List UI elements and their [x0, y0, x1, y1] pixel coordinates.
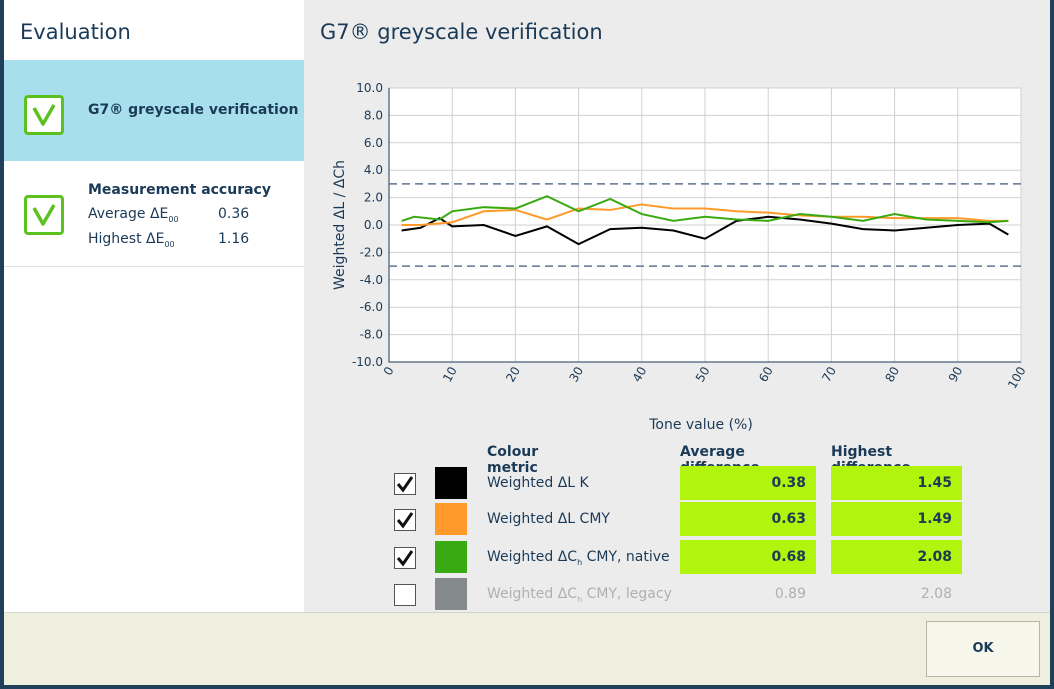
x-tick-label: 60 — [756, 364, 776, 384]
page-title: G7® greyscale verification — [320, 20, 603, 44]
table-row: Weighted ΔCh CMY, legacy 0.89 2.08 — [390, 577, 970, 611]
average-difference-value: 0.68 — [680, 540, 816, 574]
series-color-swatch — [435, 578, 467, 610]
average-de-label: Average ΔE00 — [88, 206, 179, 224]
series-line — [401, 215, 1009, 246]
y-tick-label: 8.0 — [364, 108, 383, 122]
ok-button[interactable]: OK — [926, 621, 1040, 677]
average-difference-value: 0.89 — [774, 586, 806, 602]
average-difference-value: 0.38 — [680, 466, 816, 500]
x-tick-label: 80 — [882, 364, 902, 384]
x-tick-label: 10 — [440, 364, 460, 384]
x-tick-label: 70 — [819, 364, 839, 384]
series-visibility-checkbox[interactable] — [394, 547, 416, 569]
table-row: Weighted ΔL CMY 0.63 1.49 — [390, 502, 970, 536]
highest-de-row: Highest ΔE00 1.16 — [88, 231, 249, 249]
highest-difference-value: 1.45 — [831, 466, 962, 500]
y-tick-label: 10.0 — [356, 81, 383, 95]
highest-difference-value: 2.08 — [831, 540, 962, 574]
y-tick-label: -10.0 — [352, 355, 383, 369]
footer-bar: OK — [4, 612, 1050, 685]
accuracy-card-title: Measurement accuracy — [88, 182, 271, 198]
metric-label: Weighted ΔCh CMY, legacy — [487, 586, 672, 604]
measurement-accuracy-card[interactable]: Measurement accuracy Average ΔE00 0.36 Hi… — [4, 161, 304, 267]
x-tick-label: 90 — [946, 364, 966, 384]
y-tick-label: 2.0 — [364, 191, 383, 205]
table-row: Weighted ΔL K 0.38 1.45 — [390, 466, 970, 500]
check-icon — [396, 550, 414, 567]
x-tick-label: 100 — [1005, 364, 1029, 391]
series-color-swatch — [435, 467, 467, 499]
highest-de-value: 1.16 — [218, 231, 250, 247]
series-line — [401, 195, 1009, 224]
series-visibility-checkbox[interactable] — [394, 473, 416, 495]
table-row: Weighted ΔCh CMY, native 0.68 2.08 — [390, 540, 970, 574]
pass-check-icon — [24, 195, 64, 235]
metric-label: Weighted ΔL CMY — [487, 511, 610, 527]
x-axis-label: Tone value (%) — [648, 417, 753, 433]
y-tick-label: -8.0 — [360, 328, 383, 342]
y-tick-label: 6.0 — [364, 136, 383, 150]
metric-label: Weighted ΔL K — [487, 475, 589, 491]
header-colour-metric: Colour metric — [487, 444, 539, 476]
series-visibility-checkbox[interactable] — [394, 509, 416, 531]
x-tick-label: 50 — [693, 364, 713, 384]
highest-difference-value: 2.08 — [920, 586, 952, 602]
sidebar-title: Evaluation — [20, 20, 131, 44]
highest-difference-value: 1.49 — [831, 502, 962, 536]
x-tick-label: 0 — [381, 364, 397, 378]
metric-label: Weighted ΔCh CMY, native — [487, 549, 670, 567]
x-tick-label: 20 — [503, 364, 523, 384]
check-icon — [396, 512, 414, 529]
x-tick-label: 30 — [566, 364, 586, 384]
evaluation-window: Evaluation G7® greyscale verification Me… — [4, 0, 1050, 685]
average-de-row: Average ΔE00 0.36 — [88, 206, 249, 224]
average-de-value: 0.36 — [218, 206, 250, 222]
y-tick-label: 0.0 — [364, 218, 383, 232]
x-tick-label: 40 — [630, 364, 650, 384]
g7-verification-card[interactable]: G7® greyscale verification — [4, 60, 304, 161]
y-tick-label: -4.0 — [360, 273, 383, 287]
evaluation-sidebar: Evaluation G7® greyscale verification Me… — [4, 0, 304, 612]
series-color-swatch — [435, 503, 467, 535]
y-tick-label: -6.0 — [360, 300, 383, 314]
series-color-swatch — [435, 541, 467, 573]
check-icon — [396, 476, 414, 493]
average-difference-value: 0.63 — [680, 502, 816, 536]
y-tick-label: -2.0 — [360, 245, 383, 259]
y-axis-label: Weighted ΔL / ΔCh — [332, 160, 348, 290]
series-visibility-checkbox[interactable] — [394, 584, 416, 606]
g7-card-title: G7® greyscale verification — [88, 102, 299, 118]
y-tick-label: 4.0 — [364, 163, 383, 177]
greyscale-chart: 0 10 20 30 40 50 60 70 80 90 100 10.0 8.0 6.0 4.0 2.0 0.… — [332, 81, 1029, 433]
pass-check-icon — [24, 95, 64, 135]
highest-de-label: Highest ΔE00 — [88, 231, 175, 249]
